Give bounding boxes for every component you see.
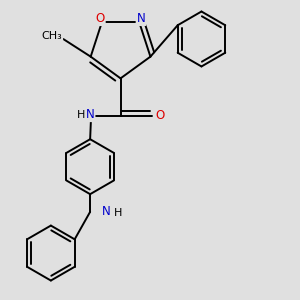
Text: H: H <box>77 110 86 120</box>
Text: O: O <box>95 12 105 25</box>
Text: CH₃: CH₃ <box>41 31 62 41</box>
Text: N: N <box>86 108 94 121</box>
Text: N: N <box>136 12 146 25</box>
Text: H: H <box>114 208 122 218</box>
Text: N: N <box>102 205 111 218</box>
Text: O: O <box>155 109 164 122</box>
